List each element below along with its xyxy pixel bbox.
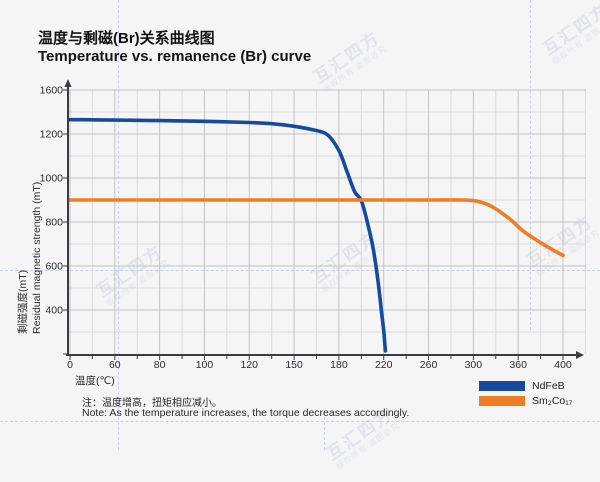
decor-dashed-vline: [324, 412, 325, 450]
decor-dashed-vline: [530, 0, 531, 330]
legend-swatch-sm2co17: [479, 395, 525, 406]
y-tick-label: 1200: [40, 129, 64, 141]
x-tick-label: 180: [330, 359, 348, 371]
page: 互汇四方 版权所有 盗图必究 互汇四方 版权所有 盗图必究 互汇四方 版权所有 …: [0, 0, 600, 471]
x-tick-label: 80: [154, 359, 166, 371]
x-tick-label: 150: [285, 359, 303, 371]
x-tick-label: 300: [465, 359, 483, 371]
x-axis-title: 温度(℃): [75, 375, 115, 387]
legend: NdFeB Sm₂Co₁₇: [479, 380, 572, 410]
y-tick-label: 600: [45, 261, 63, 273]
decor-dashed-vline: [118, 0, 119, 450]
y-axis-title-zh: 剩磁强度(mT): [17, 269, 29, 334]
x-tick-label: 0: [67, 359, 73, 371]
chart-canvas: 0 60 80 100 120 150 180 220 260 300 360 400 1600 1200…: [40, 79, 586, 371]
decor-dashed-hline: [0, 421, 600, 422]
x-tick-label: 120: [241, 359, 259, 371]
series-curve-ndfeb: [68, 117, 388, 353]
x-axis-arrow: [576, 351, 584, 359]
legend-item-sm2co17: Sm₂Co₁₇: [479, 394, 573, 407]
y-axis-arrow: [64, 79, 72, 87]
legend-item-ndfeb: NdFeB: [479, 379, 572, 392]
page-title-en: Temperature vs. remanence (Br) curve: [38, 48, 312, 65]
legend-label-ndfeb: NdFeB: [532, 379, 565, 392]
y-tick-label: 1000: [40, 173, 64, 185]
x-tick-label: 260: [420, 359, 438, 371]
y-axis-title-en: Residual magnetic strength (mT): [31, 181, 43, 334]
y-tick-label: 800: [45, 217, 63, 229]
legend-swatch-ndfeb: [479, 380, 525, 391]
x-tick-label: 60: [109, 359, 121, 371]
x-tick-label: 400: [554, 359, 572, 371]
decor-dashed-hline: [0, 270, 600, 271]
note-en: Note: As the temperature increases, the …: [82, 407, 410, 419]
x-tick-label: 100: [196, 359, 214, 371]
legend-label-sm2co17: Sm₂Co₁₇: [532, 394, 573, 407]
series-curve-sm2co17: [68, 198, 565, 258]
x-tick-label: 220: [375, 359, 393, 371]
note-zh: 注：温度增高，扭矩相应减小。: [82, 398, 222, 409]
page-title-zh: 温度与剩磁(Br)关系曲线图: [38, 30, 215, 47]
y-tick-label: 1600: [40, 85, 64, 97]
x-tick-label: 360: [509, 359, 527, 371]
y-tick-label: 400: [45, 305, 63, 317]
